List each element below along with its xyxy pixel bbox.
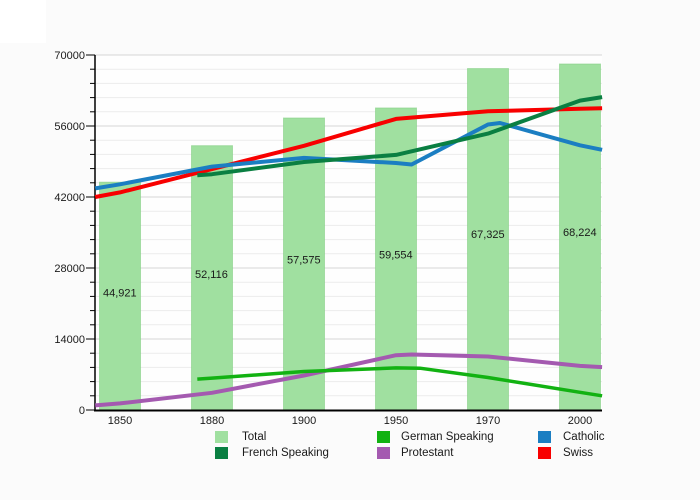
plot-area: [95, 55, 602, 410]
bar-value-label: 59,554: [379, 249, 413, 261]
bar-total-1850: [99, 181, 141, 411]
y-axis-label: 14000: [54, 334, 85, 346]
x-axis-label-1970: 1970: [476, 415, 500, 427]
line-protestant: [95, 352, 603, 408]
bar-total-2000: [559, 63, 601, 411]
bar-value-label: 57,575: [287, 255, 321, 267]
y-axis-label: 56000: [54, 121, 85, 133]
line-french-speaking: [197, 95, 603, 178]
x-axis-label-1850: 1850: [108, 415, 132, 427]
bar-value-label: 68,224: [563, 227, 597, 239]
bar-value-label: 67,325: [471, 229, 505, 241]
y-axis-label: 70000: [54, 50, 85, 62]
x-axis-label-1950: 1950: [384, 415, 408, 427]
line-catholic: [94, 121, 603, 191]
line-german-speaking: [197, 366, 603, 398]
corner-artifact: [0, 0, 46, 43]
y-axis-label: 0: [79, 405, 85, 417]
x-axis-label-2000: 2000: [568, 415, 592, 427]
x-axis-label-1880: 1880: [200, 415, 224, 427]
bar-value-label: 52,116: [195, 269, 228, 281]
line-swiss: [94, 106, 603, 199]
bar-value-label: 44,921: [103, 288, 137, 300]
y-axis-label: 42000: [54, 192, 85, 204]
x-axis-label-1900: 1900: [292, 415, 316, 427]
y-axis-label: 28000: [54, 263, 85, 275]
